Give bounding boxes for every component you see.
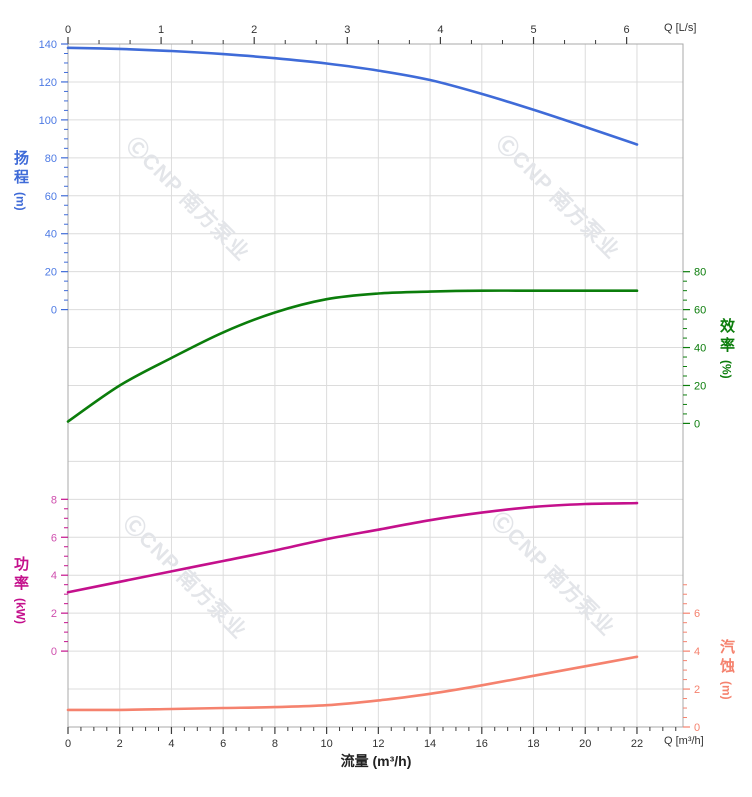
head-tick-label: 0 <box>51 305 57 317</box>
bottom-axis-tick-label: 8 <box>272 738 278 750</box>
power-tick-label: 0 <box>51 646 57 658</box>
efficiency-tick-label: 60 <box>694 305 706 317</box>
top-axis-tick-label: 0 <box>65 24 71 36</box>
head-tick-label: 100 <box>39 115 57 127</box>
top-axis-tick-label: 4 <box>437 24 443 36</box>
bottom-axis-tick-label: 18 <box>527 738 539 750</box>
flow-axis-title: 流量 (m³/h) <box>340 753 412 769</box>
power-tick-label: 2 <box>51 608 57 620</box>
curve-efficiency <box>66 289 639 423</box>
power-tick-label: 6 <box>51 532 57 544</box>
bottom-axis-tick-label: 14 <box>424 738 436 750</box>
head-tick-label: 20 <box>45 267 57 279</box>
power-tick-label: 4 <box>51 570 57 582</box>
top-axis-tick-label: 3 <box>344 24 350 36</box>
top-axis-tick-label: 1 <box>158 24 164 36</box>
bottom-axis-unit-label: Q [m³/h] <box>664 735 704 747</box>
npsh-tick-label: 0 <box>694 722 700 734</box>
npsh-axis-title-text: 汽蚀 <box>718 639 735 677</box>
efficiency-axis-title-text: 效率 <box>718 318 735 356</box>
bottom-axis-tick-label: 6 <box>220 738 226 750</box>
head-axis-title-text: 扬程 <box>12 150 29 188</box>
npsh-tick-label: 4 <box>694 646 700 658</box>
npsh-tick-label: 6 <box>694 608 700 620</box>
top-axis-tick-label: 5 <box>530 24 536 36</box>
bottom-axis-tick-label: 12 <box>372 738 384 750</box>
bottom-axis-tick-label: 0 <box>65 738 71 750</box>
curve-head <box>66 46 639 146</box>
power-tick-label: 8 <box>51 494 57 506</box>
bottom-axis-tick-label: 4 <box>168 738 174 750</box>
power-axis-title: 功率 (kW) <box>12 556 29 624</box>
bottom-axis-tick-label: 2 <box>117 738 123 750</box>
npsh-tick-label: 2 <box>694 684 700 696</box>
npsh-axis-unit-text: (m) <box>719 681 734 700</box>
efficiency-tick-label: 40 <box>694 343 706 355</box>
top-axis-unit-label: Q [L/s] <box>664 22 697 34</box>
efficiency-axis-unit-text: (%) <box>719 360 734 379</box>
efficiency-tick-label: 20 <box>694 380 706 392</box>
efficiency-tick-label: 0 <box>694 418 700 430</box>
head-axis-title: 扬程 (m) <box>12 150 29 211</box>
npsh-axis-title: 汽蚀 (m) <box>718 639 735 700</box>
head-tick-label: 140 <box>39 39 57 51</box>
curve-npsh <box>66 655 639 712</box>
head-tick-label: 120 <box>39 77 57 89</box>
watermark: ⒸCNP 南方泵业 <box>122 133 255 266</box>
top-axis-tick-label: 2 <box>251 24 257 36</box>
power-axis-unit-text: (kW) <box>13 598 28 624</box>
head-tick-label: 40 <box>45 229 57 241</box>
head-tick-label: 60 <box>45 191 57 203</box>
top-axis-tick-label: 6 <box>624 24 630 36</box>
efficiency-tick-label: 80 <box>694 267 706 279</box>
efficiency-axis-title: 效率 (%) <box>718 318 735 379</box>
watermark: ⒸCNP 南方泵业 <box>487 508 620 641</box>
head-axis-unit-text: (m) <box>13 192 28 211</box>
bottom-axis-tick-label: 10 <box>320 738 332 750</box>
curve-power <box>66 501 639 594</box>
bottom-axis-tick-label: 16 <box>476 738 488 750</box>
watermark: ⒸCNP 南方泵业 <box>492 131 625 264</box>
bottom-axis-tick-label: 22 <box>631 738 643 750</box>
bottom-axis-tick-label: 20 <box>579 738 591 750</box>
head-tick-label: 80 <box>45 153 57 165</box>
power-axis-title-text: 功率 <box>12 556 29 594</box>
